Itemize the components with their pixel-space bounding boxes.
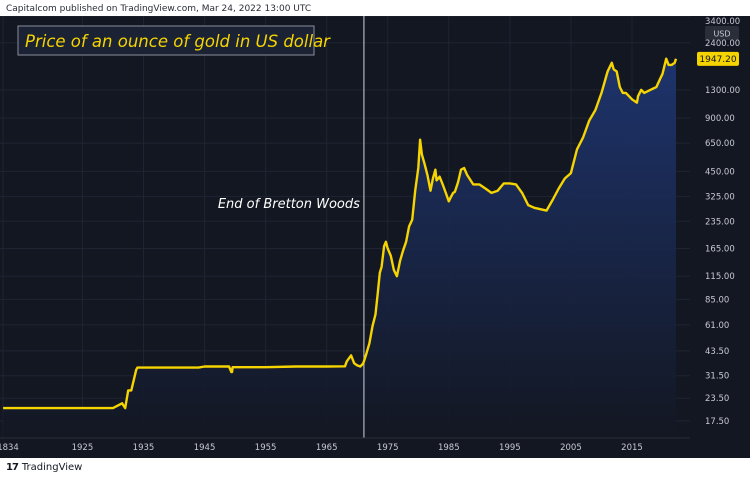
publish-caption: Capitalcom published on TradingView.com,… xyxy=(6,4,312,14)
y-tick-label: 61.00 xyxy=(705,321,729,331)
price-line xyxy=(3,57,678,410)
y-tick-label: 85.00 xyxy=(705,295,729,305)
x-tick-label: 1995 xyxy=(499,443,521,453)
tradingview-logo-icon: 17 xyxy=(6,462,19,473)
y-tick-label: 17.50 xyxy=(705,417,729,427)
y-tick-label: 43.50 xyxy=(705,347,729,357)
y-axis: USD 2400.00 1300.00 900.00 650.00 450.00 325.… xyxy=(690,16,750,458)
x-tick-label: 1925 xyxy=(72,443,94,453)
y-tick-label: 115.00 xyxy=(705,272,735,282)
x-tick-label: 1975 xyxy=(377,443,399,453)
currency-label: USD xyxy=(713,30,730,39)
chart-panel: Price of an ounce of gold in US dollar E… xyxy=(0,15,750,458)
y-tick-label: 165.00 xyxy=(705,244,735,254)
price-area-fill xyxy=(3,58,677,438)
price-chart: Price of an ounce of gold in US dollar E… xyxy=(0,15,750,458)
x-tick-label: 1834 xyxy=(0,443,19,453)
x-tick-label: 2015 xyxy=(621,443,643,453)
y-tick-label: 325.00 xyxy=(705,192,735,202)
y-tick-label: 450.00 xyxy=(705,167,735,177)
y-tick-label: 650.00 xyxy=(705,139,735,149)
x-axis: 1834 1925 1935 1945 1955 1965 1975 1985 1995 2005… xyxy=(0,437,690,453)
x-tick-label: 1955 xyxy=(255,443,277,453)
y-tick-label: 31.50 xyxy=(705,372,729,382)
x-tick-label: 1985 xyxy=(438,443,460,453)
y-tick-label: 1300.00 xyxy=(705,86,740,96)
chart-title-box: Price of an ounce of gold in US dollar xyxy=(17,25,331,56)
annotation-label: End of Bretton Woods xyxy=(218,197,360,212)
brand-name: TradingView xyxy=(21,462,83,473)
x-tick-label: 1945 xyxy=(194,443,216,453)
last-price-badge: 1947.20 xyxy=(697,51,739,66)
y-tick-label: 2400.00 xyxy=(705,39,740,49)
currency-badge xyxy=(705,26,739,40)
last-price-label: 1947.20 xyxy=(699,55,736,65)
y-tick-label: 235.00 xyxy=(705,217,735,227)
x-tick-label: 1965 xyxy=(316,443,338,453)
y-tick-label: 900.00 xyxy=(705,114,735,124)
y-tick-label: 3400.00 xyxy=(705,17,740,27)
x-tick-label: 2005 xyxy=(560,443,582,453)
y-tick-label: 23.50 xyxy=(705,394,729,404)
chart-title: Price of an ounce of gold in US dollar xyxy=(25,32,331,51)
x-tick-label: 1935 xyxy=(133,443,155,453)
brand-footer: 17 TradingView xyxy=(6,462,82,473)
